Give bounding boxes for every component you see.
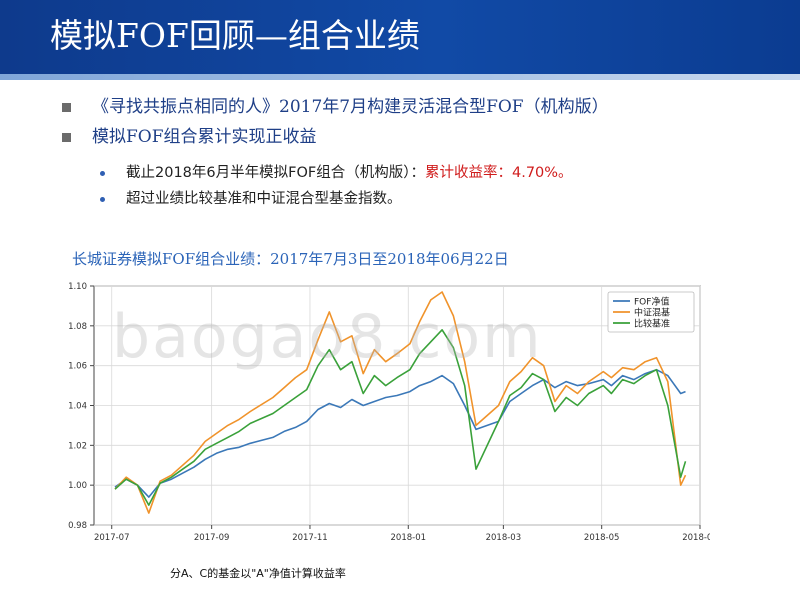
footnote: 分A、C的基金以"A"净值计算收益率 [170,567,346,580]
header-bar: 模拟FOF回顾—组合业绩 [0,0,800,74]
series-line-1 [114,368,686,498]
x-tick-label: 2018-03 [486,533,522,543]
dot-bullet-icon [100,171,105,176]
x-tick-label: 2018-07 [682,533,710,543]
slide-title: 模拟FOF回顾—组合业绩 [50,16,420,55]
legend-box [607,291,695,333]
square-bullet-icon [62,133,71,142]
square-bullet-icon [62,103,71,112]
legend-label: FOF净值 [634,296,669,308]
x-tick-label: 2017-07 [94,533,130,543]
sub-bullet-item: 截止2018年6月半年模拟FOF组合（机构版）：累计收益率：4.70%。 [100,160,790,186]
sub-bullet-plain: 截止2018年6月半年模拟FOF组合（机构版）： [126,165,425,181]
x-tick-label: 2018-01 [391,533,427,543]
series-line-3 [114,328,687,506]
y-tick-label: 1.10 [68,282,87,292]
return-highlight: 累计收益率：4.70%。 [424,165,573,181]
performance-chart: 0.98 1.00 1.02 1.04 1.06 1.08 1.10 2017-07 2017-… [60,280,710,550]
y-tick-label: 1.08 [68,322,87,332]
series-line-2 [114,291,687,514]
bullet-list: 《寻找共振点相同的人》2017年7月构建灵活混合型FOF（机构版） 模拟FOF组… [62,92,792,152]
header-stripe [0,74,800,80]
sub-bullet-text: 超过业绩比较基准和中证混合型基金指数。 [126,191,402,207]
legend-label: 中证混基 [634,307,670,319]
x-tick-label: 2017-11 [292,533,328,543]
sub-bullet-list: 截止2018年6月半年模拟FOF组合（机构版）：累计收益率：4.70%。 超过业… [100,160,790,212]
line-chart-svg: 0.98 1.00 1.02 1.04 1.06 1.08 1.10 2017-07 2017-… [68,282,710,543]
y-tick-label: 1.00 [68,481,87,491]
bullet-text: 《寻找共振点相同的人》2017年7月构建灵活混合型FOF（机构版） [92,97,609,117]
y-tick-label: 0.98 [68,521,87,531]
bullet-item: 《寻找共振点相同的人》2017年7月构建灵活混合型FOF（机构版） [62,92,792,122]
sub-bullet-item: 超过业绩比较基准和中证混合型基金指数。 [100,186,790,212]
bullet-text: 模拟FOF组合累计实现正收益 [92,127,317,147]
y-tick-label: 1.04 [68,402,87,412]
dot-bullet-icon [100,197,105,202]
y-tick-label: 1.06 [68,362,87,372]
bullet-item: 模拟FOF组合累计实现正收益 [62,122,792,152]
sub-bullet-text: 截止2018年6月半年模拟FOF组合（机构版）：累计收益率：4.70%。 [126,160,573,186]
x-tick-label: 2018-05 [584,533,620,543]
y-tick-label: 1.02 [68,441,87,451]
chart-title: 长城证券模拟FOF组合业绩：2017年7月3日至2018年06月22日 [72,250,509,268]
legend-label: 比较基准 [634,318,670,330]
x-tick-label: 2017-09 [194,533,230,543]
